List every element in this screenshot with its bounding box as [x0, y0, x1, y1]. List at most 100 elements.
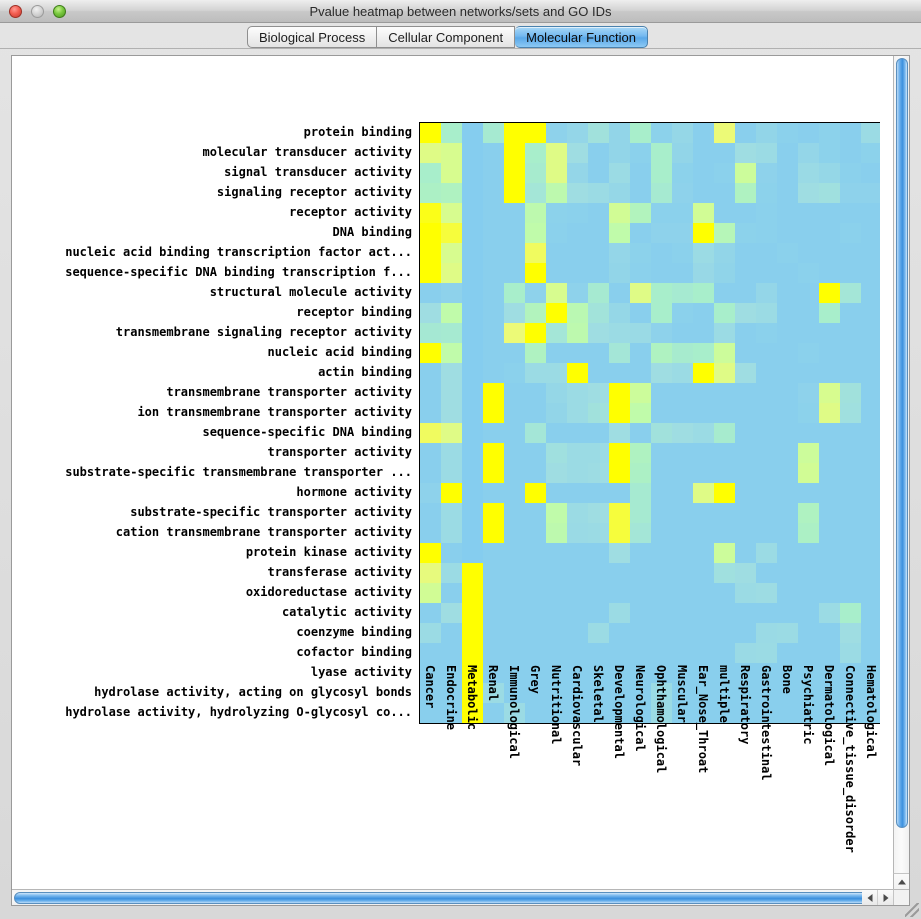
heatmap-cell[interactable]	[735, 303, 756, 323]
heatmap-cell[interactable]	[525, 363, 546, 383]
heatmap-cell[interactable]	[861, 123, 880, 143]
heatmap-cell[interactable]	[546, 483, 567, 503]
heatmap-cell[interactable]	[819, 503, 840, 523]
heatmap-cell[interactable]	[777, 523, 798, 543]
heatmap-cell[interactable]	[693, 183, 714, 203]
heatmap-cell[interactable]	[735, 703, 756, 723]
heatmap-cell[interactable]	[483, 323, 504, 343]
heatmap-cell[interactable]	[672, 423, 693, 443]
heatmap-cell[interactable]	[525, 463, 546, 483]
heatmap-cell[interactable]	[777, 603, 798, 623]
heatmap-cell[interactable]	[525, 623, 546, 643]
heatmap-cell[interactable]	[819, 703, 840, 723]
heatmap-cell[interactable]	[588, 543, 609, 563]
heatmap-cell[interactable]	[777, 183, 798, 203]
heatmap-cell[interactable]	[672, 383, 693, 403]
heatmap-cell[interactable]	[861, 543, 880, 563]
heatmap-cell[interactable]	[861, 683, 880, 703]
heatmap-cell[interactable]	[651, 243, 672, 263]
heatmap-cell[interactable]	[630, 183, 651, 203]
heatmap-cell[interactable]	[693, 263, 714, 283]
heatmap-cell[interactable]	[567, 603, 588, 623]
heatmap-cell[interactable]	[483, 603, 504, 623]
heatmap-cell[interactable]	[798, 663, 819, 683]
heatmap-cell[interactable]	[546, 563, 567, 583]
heatmap-cell[interactable]	[441, 643, 462, 663]
heatmap-cell[interactable]	[840, 143, 861, 163]
heatmap-cell[interactable]	[819, 403, 840, 423]
heatmap-cell[interactable]	[588, 623, 609, 643]
heatmap-cell[interactable]	[525, 223, 546, 243]
heatmap-cell[interactable]	[630, 223, 651, 243]
heatmap-cell[interactable]	[819, 123, 840, 143]
heatmap-cell[interactable]	[756, 543, 777, 563]
heatmap-cell[interactable]	[819, 223, 840, 243]
heatmap-cell[interactable]	[462, 283, 483, 303]
heatmap-cell[interactable]	[420, 583, 441, 603]
heatmap-cell[interactable]	[777, 463, 798, 483]
heatmap-cell[interactable]	[441, 563, 462, 583]
heatmap-cell[interactable]	[819, 463, 840, 483]
heatmap-cell[interactable]	[462, 203, 483, 223]
heatmap-cell[interactable]	[798, 423, 819, 443]
heatmap-cell[interactable]	[504, 363, 525, 383]
heatmap-cell[interactable]	[546, 663, 567, 683]
heatmap-cell[interactable]	[714, 563, 735, 583]
heatmap-cell[interactable]	[735, 483, 756, 503]
heatmap-cell[interactable]	[525, 283, 546, 303]
heatmap-cell[interactable]	[525, 403, 546, 423]
heatmap-cell[interactable]	[798, 523, 819, 543]
heatmap-cell[interactable]	[861, 203, 880, 223]
heatmap-cell[interactable]	[819, 643, 840, 663]
heatmap-cell[interactable]	[819, 443, 840, 463]
heatmap-cell[interactable]	[735, 243, 756, 263]
heatmap-cell[interactable]	[504, 303, 525, 323]
heatmap-cell[interactable]	[651, 623, 672, 643]
heatmap-cell[interactable]	[462, 703, 483, 723]
heatmap-cell[interactable]	[693, 703, 714, 723]
heatmap-cell[interactable]	[798, 623, 819, 643]
heatmap-cell[interactable]	[630, 443, 651, 463]
heatmap-cell[interactable]	[630, 623, 651, 643]
scroll-up-button[interactable]	[894, 874, 909, 890]
heatmap-cell[interactable]	[525, 543, 546, 563]
heatmap-cell[interactable]	[651, 543, 672, 563]
heatmap-cell[interactable]	[588, 403, 609, 423]
heatmap-cell[interactable]	[609, 463, 630, 483]
heatmap-cell[interactable]	[840, 543, 861, 563]
heatmap-cell[interactable]	[441, 243, 462, 263]
heatmap-cell[interactable]	[567, 523, 588, 543]
heatmap-cell[interactable]	[714, 423, 735, 443]
heatmap-cell[interactable]	[714, 163, 735, 183]
heatmap-grid[interactable]	[419, 122, 880, 724]
heatmap-cell[interactable]	[483, 403, 504, 423]
heatmap-cell[interactable]	[588, 483, 609, 503]
heatmap-cell[interactable]	[840, 123, 861, 143]
heatmap-cell[interactable]	[735, 223, 756, 243]
heatmap-cell[interactable]	[546, 463, 567, 483]
heatmap-cell[interactable]	[525, 603, 546, 623]
heatmap-cell[interactable]	[672, 123, 693, 143]
heatmap-cell[interactable]	[735, 403, 756, 423]
heatmap-cell[interactable]	[693, 663, 714, 683]
heatmap-cell[interactable]	[441, 163, 462, 183]
heatmap-cell[interactable]	[714, 323, 735, 343]
heatmap-cell[interactable]	[840, 203, 861, 223]
heatmap-cell[interactable]	[861, 583, 880, 603]
heatmap-cell[interactable]	[588, 263, 609, 283]
heatmap-cell[interactable]	[777, 503, 798, 523]
heatmap-cell[interactable]	[756, 523, 777, 543]
heatmap-cell[interactable]	[609, 663, 630, 683]
heatmap-cell[interactable]	[756, 563, 777, 583]
heatmap-cell[interactable]	[798, 443, 819, 463]
heatmap-cell[interactable]	[504, 343, 525, 363]
heatmap-cell[interactable]	[441, 683, 462, 703]
horizontal-scrollbar[interactable]	[12, 889, 880, 905]
heatmap-cell[interactable]	[609, 143, 630, 163]
heatmap-cell[interactable]	[483, 283, 504, 303]
heatmap-cell[interactable]	[840, 383, 861, 403]
heatmap-cell[interactable]	[546, 363, 567, 383]
heatmap-cell[interactable]	[420, 503, 441, 523]
heatmap-cell[interactable]	[756, 323, 777, 343]
heatmap-cell[interactable]	[504, 403, 525, 423]
